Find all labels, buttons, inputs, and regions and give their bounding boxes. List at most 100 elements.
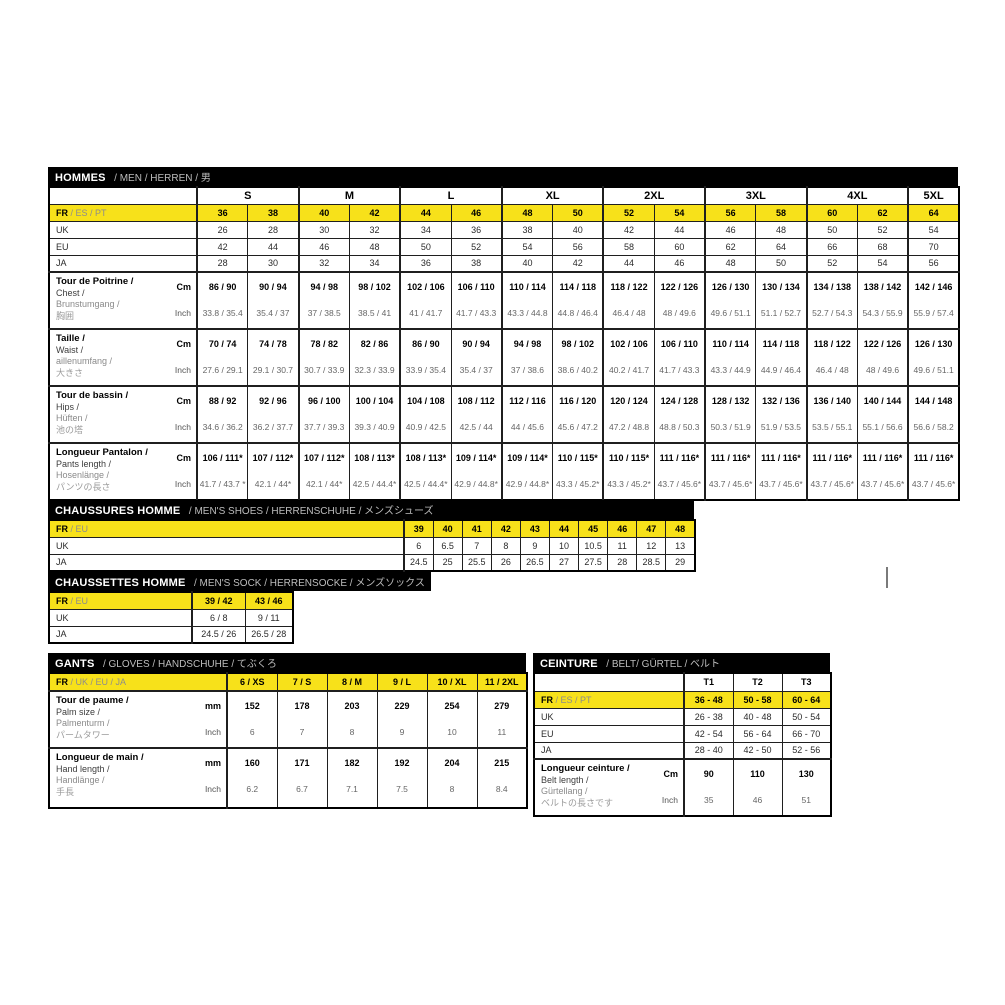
measurement-value-cell: 126 / 130 49.6 / 51.1 [907,328,960,387]
row-label: FR / EU [48,591,193,610]
belt-length-row: Longueur ceinture / Belt length / Gürtella… [533,758,832,817]
size-value-cell: 42 [602,220,655,239]
measurement-value-cell: 114 / 118 44.8 / 46.4 [552,271,604,330]
measurement-label: Tour de paume / Palm size / Palmenturm / パー… [48,690,190,749]
measurement-value-cell: 118 / 122 46.4 / 48 [602,271,655,330]
size-value-cell: 52 [602,203,655,222]
waist-row: Taille / Waist / aillenumfang / 大きさ Cm Inch 70… [48,328,960,387]
measurement-value-cell: 111 / 116* 43.7 / 45.6* [653,442,706,501]
row-label: UK [48,536,405,555]
measurement-value-cell: 254 10 [426,690,478,749]
ja-row: JA 28 30 32 34 36 38 40 42 44 46 48 50 52 54 56 [48,254,960,273]
size-value-cell: 9 / 11 [244,608,294,627]
size-value-cell: 7 [461,536,492,555]
size-value-cell: 62 [856,203,909,222]
size-value-cell: 10 [548,536,580,555]
size-value-cell: 36 [450,220,503,239]
size-value-cell: 54 [500,237,554,256]
size-value-cell: 38 [450,254,503,273]
size-value-cell: 50 [805,220,858,239]
uk-row: UK 26 28 30 32 34 36 38 40 42 44 46 48 50 52 54 [48,220,960,239]
size-value-cell: 50 [755,254,808,273]
size-value-cell: 44 [399,203,452,222]
size-value-cell: 6 / XS [226,672,278,692]
fr-es-pt-row: FR / ES / PT 36 38 40 42 44 46 48 50 52 54 56 58 60 62… [48,203,960,222]
measurement-value-cell: 88 / 92 34.6 / 36.2 [196,385,249,444]
measurement-value-cell: 128 / 132 50.3 / 51.9 [704,385,757,444]
chest-row: Tour de Poitrine / Chest / Brunstumgang / 胸… [48,271,960,330]
men-shoes-table: FR / EU 39 40 41 42 43 44 45 46 47 48 UK 6 6.5 7 8 9 10 1… [48,519,696,572]
measurement-value-cell: 144 / 148 56.6 / 58.2 [907,385,960,444]
size-value-cell: 13 [665,536,696,555]
size-value-cell: 47 [636,519,667,538]
belt-table: T1 T2 T3 FR / ES / PT 36 - 48 50 - 58 60 - 64… [533,672,832,817]
size-value-cell: 11 [607,536,638,555]
uk-row: UK 6 6.5 7 8 9 10 10.5 11 12 13 [48,536,696,555]
uk-row: UK 26 - 38 40 - 48 50 - 54 [533,707,832,726]
measurement-value-cell: 112 / 116 44 / 45.6 [500,385,554,444]
size-value-cell: T1 [683,672,734,692]
measurement-value-cell: 86 / 90 33.9 / 35.4 [399,328,452,387]
men-socks-section: CHAUSSETTES HOMME / MEN'S SOCK / HERRENS… [48,572,431,644]
size-value-cell: 28.5 [636,553,667,572]
size-value-cell: 26 [196,220,249,239]
size-group-cell: 5XL [907,186,960,205]
size-value-cell: 40 - 48 [732,707,783,726]
measurement-value-cell: 100 / 104 39.3 / 40.9 [348,385,401,444]
measurement-label: Longueur de main / Hand length / Handlänge… [48,747,190,809]
measurement-value-cell: 229 9 [376,690,428,749]
size-value-cell: 45 [578,519,609,538]
row-label: FR / ES / PT [48,203,198,222]
measurement-value-cell: 140 / 144 55.1 / 56.6 [856,385,909,444]
belt-size-header-row: T1 T2 T3 [533,672,832,692]
measurement-value-cell: 204 8 [426,747,478,809]
size-group-cell: L [399,186,503,205]
size-value-cell: 52 - 56 [781,741,832,760]
socks-table-title-bar: CHAUSSETTES HOMME / MEN'S SOCK / HERRENS… [48,572,431,591]
row-label: FR / EU [48,519,405,538]
size-value-cell: 44 [548,519,580,538]
size-value-cell: 39 [403,519,434,538]
measurement-value-cell: 111 / 116* 43.7 / 45.6* [704,442,757,501]
row-label: UK [48,608,193,627]
size-value-cell: 42 [552,254,604,273]
size-value-cell: 36 [399,254,452,273]
size-value-cell: 28 [196,254,249,273]
size-value-cell: 41 [461,519,492,538]
size-value-cell: 60 - 64 [781,690,832,709]
men-table-title-bar: HOMMES / MEN / HERREN / 男 [48,167,958,186]
size-group-cell: XL [500,186,604,205]
measurement-value-cell: 109 / 114* 42.9 / 44.8* [500,442,554,501]
measurement-value-cell: 142 / 146 55.9 / 57.4 [907,271,960,330]
size-value-cell: 7 / S [276,672,328,692]
measurement-value-cell: 114 / 118 44.9 / 46.4 [755,328,808,387]
measurement-value-cell: 108 / 113* 42.5 / 44.4* [399,442,452,501]
size-value-cell: 40 [297,203,350,222]
row-label [533,672,685,692]
size-value-cell: 46 [653,254,706,273]
size-value-cell: 43 [519,519,550,538]
measurement-value-cell: 111 / 116* 43.7 / 45.6* [755,442,808,501]
ja-row: JA 24.5 / 26 26.5 / 28 [48,625,294,644]
size-value-cell: 60 [653,237,706,256]
size-value-cell: 36 [196,203,249,222]
measurement-value-cell: 110 46 [732,758,783,817]
gloves-section: GANTS / GLOVES / HANDSCHUHE / てぶくろ FR / … [48,653,529,809]
size-value-cell: 50 [552,203,604,222]
row-label: UK [48,220,198,239]
size-value-cell: 32 [297,254,350,273]
size-value-cell: 68 [856,237,909,256]
fr-eu-row: FR / EU 39 40 41 42 43 44 45 46 47 48 [48,519,696,538]
size-value-cell: 46 [450,203,503,222]
pants-length-row: Longueur Pantalon / Pants length / Hosenlä… [48,442,960,501]
table-title: GANTS [55,658,95,670]
size-value-cell: 62 [704,237,757,256]
table-title: CHAUSSURES HOMME [55,505,181,517]
size-value-cell: 28 [247,220,300,239]
size-value-cell: 64 [755,237,808,256]
measurement-value-cell: 82 / 86 32.3 / 33.9 [348,328,401,387]
size-value-cell: 29 [665,553,696,572]
